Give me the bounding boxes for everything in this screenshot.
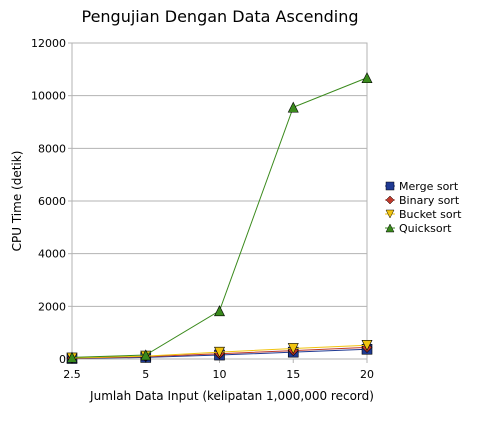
chart-title: Pengujian Dengan Data Ascending [81, 7, 358, 26]
y-axis-title: CPU Time (detik) [10, 151, 24, 252]
y-tick-labels: 0 2000 4000 6000 8000 10000 12000 [31, 37, 66, 366]
x-axis-title: Jumlah Data Input (kelipatan 1,000,000 r… [89, 389, 374, 403]
x-tick-label: 20 [360, 368, 374, 381]
x-tick-label: 5 [142, 368, 149, 381]
legend-marker-bucket-sort [385, 209, 395, 219]
data-point-quicksort [287, 101, 299, 113]
legend-label: Bucket sort [399, 208, 462, 221]
y-tick-label: 4000 [38, 248, 66, 261]
legend-marker-merge-sort [385, 181, 395, 191]
legend-item-merge-sort: Merge sort [385, 180, 459, 193]
x-tick-labels: 2.5 5 10 15 20 [63, 359, 374, 381]
legend-label: Quicksort [399, 222, 452, 235]
legend-item-quicksort: Quicksort [385, 222, 452, 235]
data-point-quicksort [66, 351, 78, 363]
legend-marker-quicksort [385, 223, 395, 233]
legend-item-binary-sort: Binary sort [385, 194, 460, 207]
gridlines [68, 42, 367, 360]
y-tick-label: 8000 [38, 142, 66, 155]
y-tick-label: 12000 [31, 37, 66, 50]
data-point-quicksort [361, 72, 373, 84]
data-point-quicksort [140, 349, 152, 361]
x-tick-label: 10 [213, 368, 227, 381]
series-layer [66, 72, 373, 364]
series-quicksort [66, 72, 373, 363]
y-tick-label: 6000 [38, 195, 66, 208]
data-point-quicksort [214, 305, 225, 317]
y-tick-label: 0 [59, 353, 66, 366]
data-point-bucket-sort [361, 340, 373, 351]
legend-item-bucket-sort: Bucket sort [385, 208, 462, 221]
y-tick-label: 2000 [38, 300, 66, 313]
x-tick-label: 15 [286, 368, 300, 381]
legend-label: Binary sort [399, 194, 460, 207]
x-tick-label: 2.5 [63, 368, 81, 381]
y-tick-label: 10000 [31, 90, 66, 103]
legend-marker-binary-sort [385, 195, 395, 205]
legend-label: Merge sort [399, 180, 459, 193]
data-point-bucket-sort [214, 346, 225, 358]
data-point-bucket-sort [287, 343, 299, 355]
